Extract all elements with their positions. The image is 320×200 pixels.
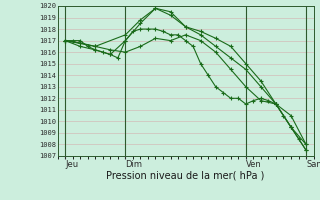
X-axis label: Pression niveau de la mer( hPa ): Pression niveau de la mer( hPa ) <box>107 171 265 181</box>
